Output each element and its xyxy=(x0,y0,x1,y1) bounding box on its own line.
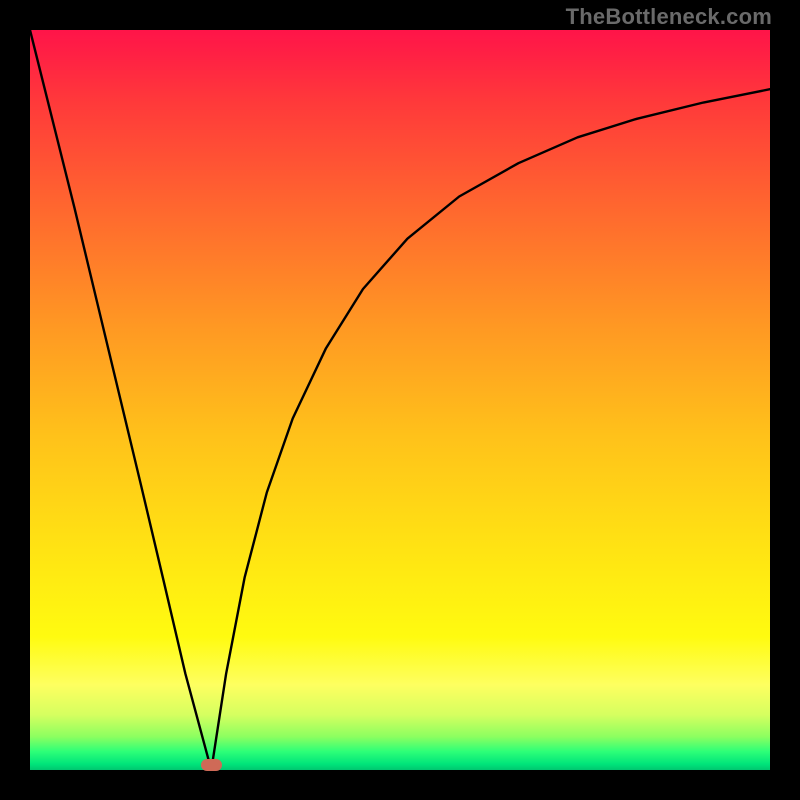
minimum-marker xyxy=(201,759,222,772)
watermark-label: TheBottleneck.com xyxy=(566,4,772,30)
bottleneck-curve xyxy=(30,30,770,770)
plot-area xyxy=(30,30,770,770)
figure-container: TheBottleneck.com xyxy=(0,0,800,800)
